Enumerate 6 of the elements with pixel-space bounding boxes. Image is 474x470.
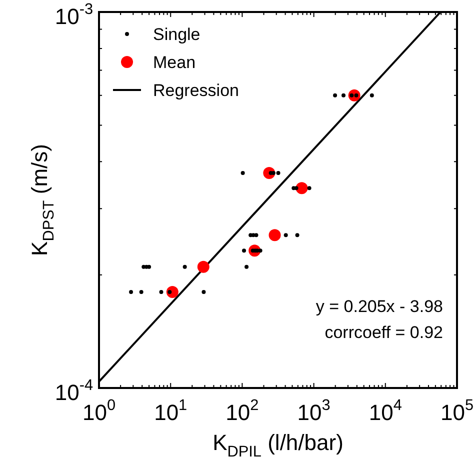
y-axis-title: KDPST (m/s): [27, 144, 58, 256]
legend-label: Mean: [153, 53, 196, 72]
legend-label: Regression: [153, 81, 239, 100]
annotation: y = 0.205x - 3.98: [316, 297, 444, 316]
legend-label: Single: [153, 25, 200, 44]
annotation: corrcoeff = 0.92: [324, 323, 444, 342]
